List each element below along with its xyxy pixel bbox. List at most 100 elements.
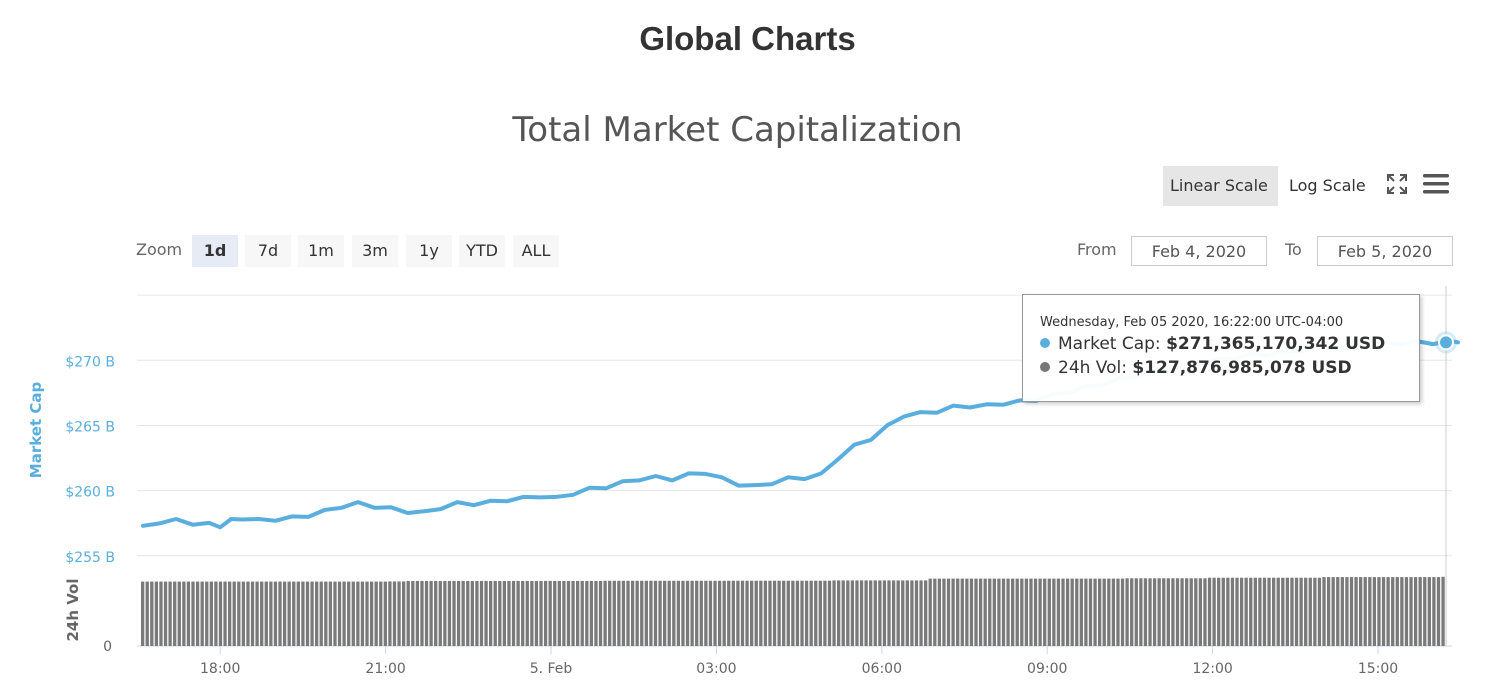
volume-bar [319, 581, 323, 646]
volume-bar [722, 580, 726, 646]
volume-bar [869, 580, 873, 646]
linear-scale-button[interactable]: Linear Scale [1163, 166, 1278, 206]
volume-bar [1079, 578, 1083, 646]
volume-bar [791, 580, 795, 646]
from-date-input[interactable]: Feb 4, 2020 [1131, 236, 1267, 266]
volume-bar [951, 578, 955, 646]
volume-bar [305, 581, 310, 646]
volume-bar [974, 578, 978, 646]
volume-bar [461, 580, 465, 646]
volume-bar [1409, 577, 1413, 646]
volume-bar [978, 578, 983, 646]
fullscreen-icon[interactable] [1386, 173, 1408, 195]
volume-bar [415, 580, 420, 646]
volume-bar [1088, 578, 1093, 646]
volume-bar [159, 581, 163, 646]
volume-bar [667, 580, 671, 646]
volume-bar [1111, 578, 1116, 646]
volume-bar [1239, 577, 1244, 646]
volume-bar [1107, 578, 1111, 646]
volume-bar [228, 581, 232, 646]
zoom-3m-button[interactable]: 3m [352, 235, 398, 267]
volume-bar [727, 580, 731, 646]
volume-bar [576, 580, 580, 646]
volume-bar [795, 580, 800, 646]
market-cap-dot-icon [1040, 338, 1050, 348]
volume-bar [1070, 578, 1074, 646]
volume-bar [1436, 577, 1441, 646]
x-tick-label: 5. Feb [530, 661, 573, 677]
x-tick-label: 12:00 [1192, 661, 1232, 677]
volume-bar [1152, 578, 1157, 646]
volume-bar [195, 581, 200, 646]
volume-bar [1244, 577, 1248, 646]
volume-bar [809, 580, 813, 646]
zoom-7d-button[interactable]: 7d [245, 235, 291, 267]
volume-bar [539, 580, 543, 646]
volume-bar [365, 581, 369, 646]
zoom-1m-button[interactable]: 1m [298, 235, 344, 267]
y2-axis-title: 24h Vol [64, 578, 82, 641]
volume-bar [859, 580, 864, 646]
volume-bar [649, 580, 653, 646]
volume-bar [530, 580, 534, 646]
zoom-all-button[interactable]: ALL [513, 235, 559, 267]
volume-bar [676, 580, 681, 646]
x-tick-label: 21:00 [365, 661, 405, 677]
volume-bar [287, 581, 291, 646]
volume-bar [772, 580, 777, 646]
volume-bar [507, 580, 511, 646]
volume-bar [942, 578, 946, 646]
volume-bar [392, 581, 397, 646]
volume-bar [1400, 577, 1404, 646]
volume-bar [1185, 578, 1189, 646]
volume-bar [837, 580, 841, 646]
volume-bar [1212, 577, 1216, 646]
volume-bar [269, 581, 273, 646]
volume-bar [429, 580, 433, 646]
volume-bar [731, 580, 735, 646]
hamburger-menu-icon[interactable] [1422, 172, 1450, 196]
volume-bar [1038, 578, 1042, 646]
volume-bar [846, 580, 850, 646]
zoom-label: Zoom [136, 240, 183, 259]
tooltip: Wednesday, Feb 05 2020, 16:22:00 UTC-04:… [1022, 294, 1420, 402]
volume-bar [397, 581, 401, 646]
volume-bar [209, 581, 213, 646]
from-label: From [1077, 240, 1117, 259]
volume-bar [168, 581, 172, 646]
zoom-1d-button[interactable]: 1d [192, 235, 238, 267]
volume-bar [630, 580, 635, 646]
volume-bar [905, 580, 909, 646]
zoom-ytd-button[interactable]: YTD [459, 235, 505, 267]
volume-bar [1285, 577, 1290, 646]
volume-bar [1249, 577, 1253, 646]
volume-bar [598, 580, 603, 646]
volume-bar [1098, 578, 1102, 646]
volume-bar [685, 580, 690, 646]
log-scale-button[interactable]: Log Scale [1289, 176, 1366, 195]
volume-bar [1001, 578, 1006, 646]
zoom-1y-button[interactable]: 1y [406, 235, 452, 267]
volume-bar [337, 581, 342, 646]
volume-bar [1391, 577, 1395, 646]
volume-bar [333, 581, 337, 646]
volume-bar [1061, 578, 1065, 646]
volume-bar [342, 581, 346, 646]
volume-bar [1217, 577, 1221, 646]
to-date-input[interactable]: Feb 5, 2020 [1317, 236, 1453, 266]
volume-bar [1175, 578, 1180, 646]
volume-bar [571, 580, 575, 646]
volume-bar [1276, 577, 1280, 646]
volume-bar [1267, 577, 1271, 646]
volume-bar [246, 581, 250, 646]
volume-bar [1207, 577, 1212, 646]
volume-bar [644, 580, 648, 646]
volume-bar [928, 578, 932, 646]
hover-marker-point[interactable] [1438, 334, 1454, 351]
volume-bar [493, 580, 497, 646]
volume-bar [1363, 577, 1367, 646]
volume-bar [988, 578, 992, 646]
volume-bar [965, 578, 969, 646]
